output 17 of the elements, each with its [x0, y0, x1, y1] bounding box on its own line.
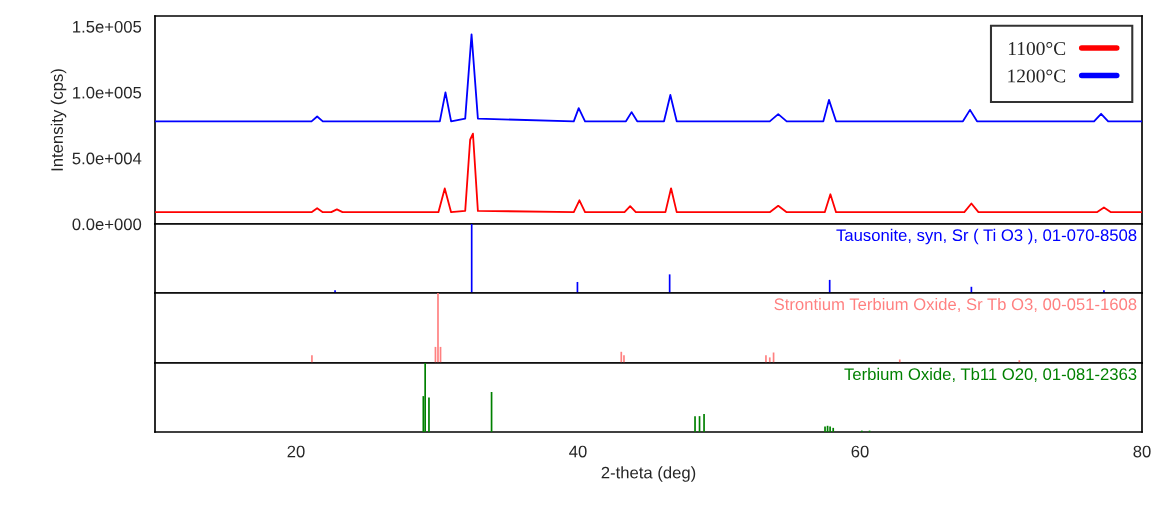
y-tick-label: 0.0e+000 [72, 218, 142, 231]
y-tick-label: 5.0e+004 [72, 152, 142, 165]
chart-title: Terbium Oxide, Tb11 O20, 01-081-2363 [844, 367, 1137, 383]
chart-title: Strontium Terbium Oxide, Sr Tb O3, 00-051-1608 [774, 297, 1137, 313]
x-axis-title: 2-theta (deg) [601, 466, 696, 482]
x-tick-label: 80 [1133, 445, 1151, 458]
line-series [155, 132, 1142, 214]
x-tick-label: 40 [569, 445, 587, 458]
y-axis-title: Intensity (cps) [50, 69, 67, 171]
x-tick-label: 20 [287, 445, 305, 458]
line-series [155, 33, 1142, 123]
y-tick-label: 1.5e+005 [73, 20, 142, 33]
y-tick-label: 1.0e+005 [73, 86, 142, 99]
legend-label: 1200°C [1008, 69, 1066, 83]
legend-label: 1100°C [1008, 41, 1066, 56]
x-tick-label: 60 [851, 445, 869, 458]
chart-title: Tausonite, syn, Sr ( Ti O3 ), 01-070-8508 [836, 228, 1137, 245]
